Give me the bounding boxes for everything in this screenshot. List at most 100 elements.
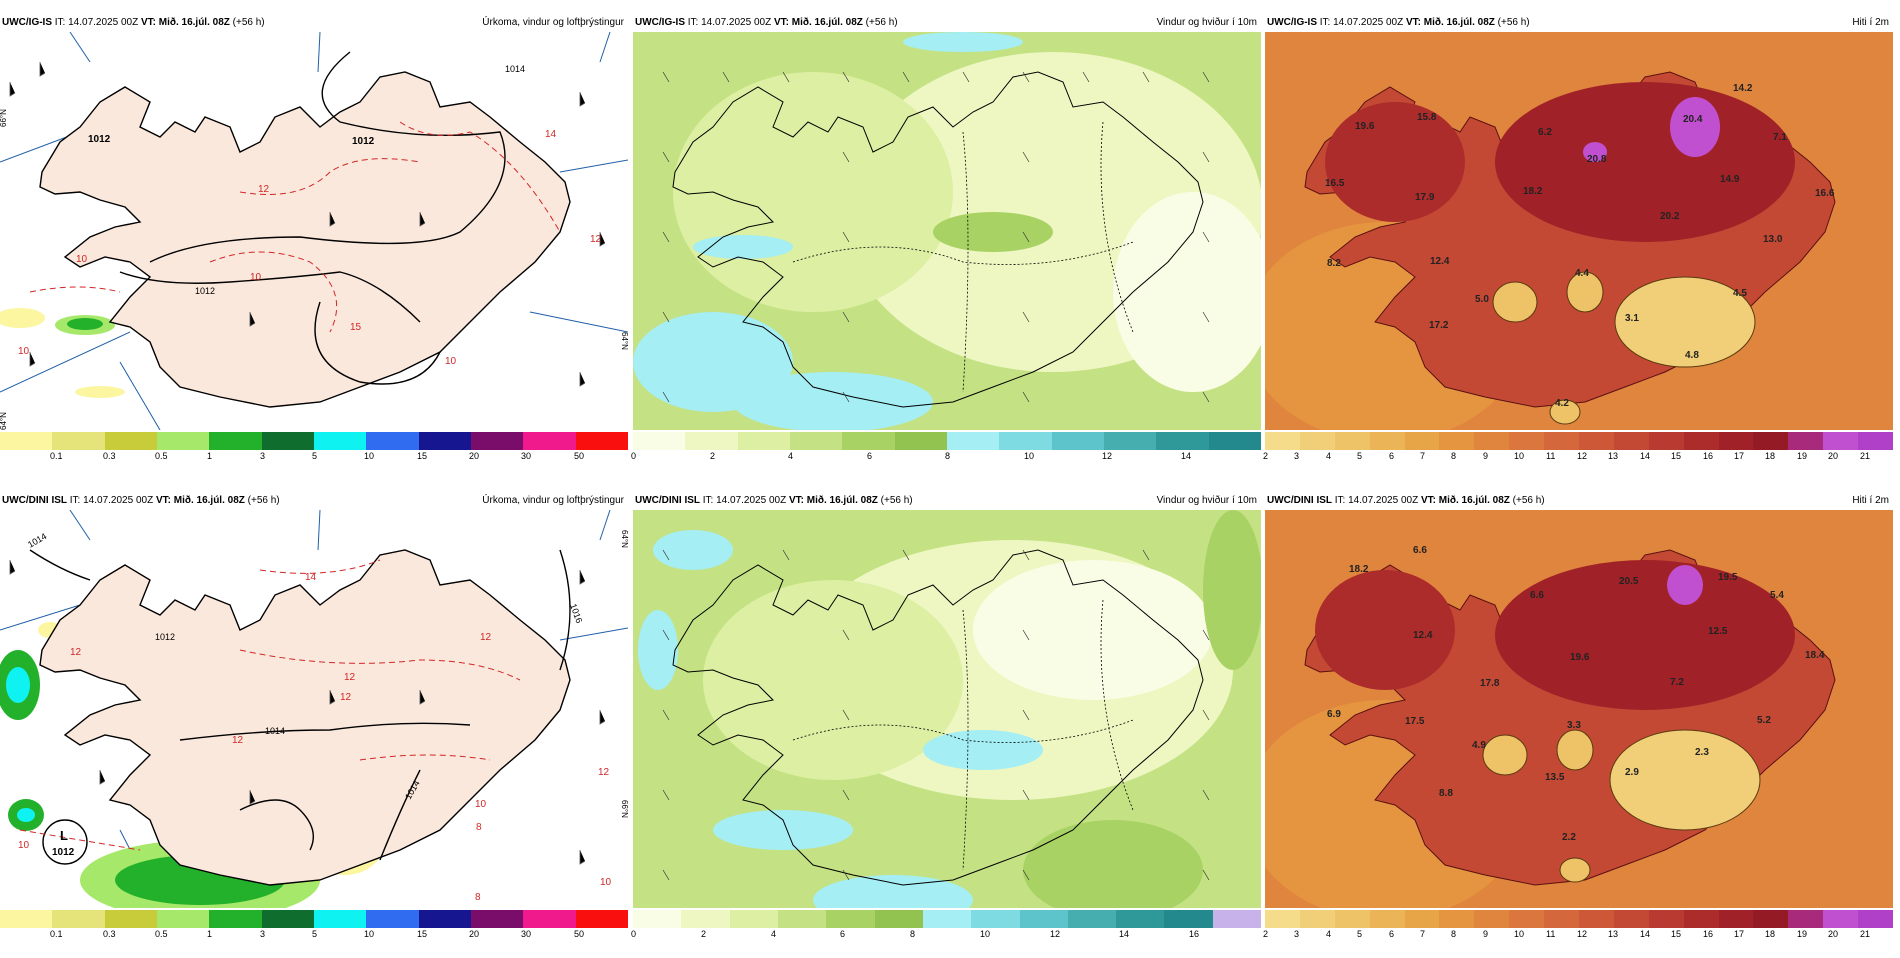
colorbar-tick-label: 2 (1263, 451, 1269, 461)
colorbar-swatch (1858, 432, 1894, 450)
colorbar-tick-label: 14 (1119, 929, 1130, 939)
colorbar-swatch (366, 432, 419, 450)
temp-value-label: 18.4 (1805, 650, 1825, 661)
colorbar-tick-label: 6 (840, 929, 846, 939)
colorbar-tick-label: 8 (910, 929, 916, 939)
colorbar-tick-label: 15 (1671, 451, 1682, 461)
it-label: IT: (69, 495, 81, 506)
colorbar-swatch (999, 432, 1052, 450)
colorbar-tick-label: 21 (1860, 929, 1871, 939)
colorbar-swatch (52, 432, 105, 450)
init-time: 14.07.2025 00Z (701, 17, 772, 28)
colorbar-tick-label: 6 (867, 451, 873, 461)
isobar-label: 1014 (265, 726, 285, 736)
colorbar-swatch (922, 910, 972, 928)
colorbar-tick-label: 12 (1577, 929, 1588, 939)
precip-map: 1014 1016 1014 1014 1012 L 1012 14 12 12… (0, 510, 628, 908)
colorbar-swatch (1718, 432, 1754, 450)
latitude-label: 64°N (620, 332, 628, 350)
colorbar-swatch (1788, 910, 1824, 928)
colorbar-swatch (1164, 910, 1213, 928)
temp-contour-label: 12 (70, 647, 82, 658)
temp-contour-label: 14 (305, 572, 317, 583)
temperature-map: 19.6 15.8 14.2 20.4 7.1 6.2 16.5 17.9 18… (1265, 32, 1893, 430)
temp-contour-label: 12 (344, 672, 356, 683)
colorbar-swatch (1116, 910, 1165, 928)
colorbar-tick-label: 17 (1734, 451, 1745, 461)
colorbar-swatch (1439, 910, 1475, 928)
temp-contour-label: 12 (590, 234, 602, 245)
wind-speed-areas (633, 32, 1261, 430)
panel-temp-dini: UWC/DINI ISL IT: 14.07.2025 00Z VT: Mið.… (1263, 492, 1894, 952)
colorbar-tick-label: 0.1 (50, 929, 63, 939)
colorbar-swatch (575, 910, 628, 928)
temp-value-label: 14.9 (1720, 174, 1740, 185)
panel-precip-dini: UWC/DINI ISL IT: 14.07.2025 00Z VT: Mið.… (0, 492, 628, 952)
colorbar-swatch (470, 432, 524, 450)
colorbar (1265, 432, 1894, 450)
valid-time: Mið. 16.júl. 08Z (1438, 495, 1510, 506)
map-labels: 1012 1012 1014 1012 12 14 12 10 10 10 10… (0, 64, 628, 430)
temp-value-label: 3.1 (1625, 313, 1639, 324)
colorbar-swatch (156, 910, 210, 928)
temp-value-label: 4.8 (1685, 350, 1699, 361)
colorbar-tick-label: 1 (207, 451, 213, 461)
temp-value-label: 20.4 (1683, 114, 1703, 125)
colorbar-tick-label: 10 (1024, 451, 1035, 461)
colorbar-tick-label: 15 (417, 929, 428, 939)
vt-label: VT: (773, 17, 789, 28)
colorbar-tick-label: 18 (1765, 929, 1776, 939)
colorbar-swatch (1299, 910, 1335, 928)
colorbar-swatch (737, 432, 790, 450)
colorbar-tick-label: 0.3 (103, 929, 116, 939)
colorbar-swatch (261, 910, 314, 928)
panel-title: Vindur og hviður í 10m (1156, 17, 1257, 28)
panel-temp-igis: UWC/IG-IS IT: 14.07.2025 00Z VT: Mið. 16… (1263, 14, 1894, 474)
region-borders (792, 599, 1134, 871)
wind-arrows (662, 71, 1210, 403)
colorbar-tick-label: 8 (1451, 451, 1457, 461)
temp-value-label: 18.2 (1523, 186, 1543, 197)
colorbar-tick-label: 13 (1608, 451, 1619, 461)
colorbar-tick-label: 2 (710, 451, 716, 461)
panel-title: Hiti í 2m (1852, 495, 1889, 506)
colorbar-tick-label: 16 (1189, 929, 1200, 939)
colorbar-swatch (1823, 432, 1859, 450)
panel-header: UWC/DINI ISL IT: 14.07.2025 00Z VT: Mið.… (0, 492, 628, 510)
colorbar-tick-label: 4 (788, 451, 794, 461)
temp-value-label: 6.6 (1530, 590, 1544, 601)
isobar-label: 1012 (195, 286, 215, 296)
panel-header: UWC/DINI ISL IT: 14.07.2025 00Z VT: Mið.… (633, 492, 1261, 510)
colorbar-swatch (313, 432, 367, 450)
colorbar-swatch (1474, 432, 1510, 450)
colorbar-ticks: 0 2 4 6 8 10 12 14 16 (631, 929, 1261, 943)
colorbar-tick-label: 10 (364, 929, 375, 939)
colorbar-tick-label: 20 (469, 451, 480, 461)
valid-time: Mið. 16.júl. 08Z (806, 495, 878, 506)
colorbar-swatch (946, 432, 1000, 450)
temp-value-label: 18.2 (1349, 564, 1369, 575)
colorbar-tick-label: 2 (701, 929, 707, 939)
latitude-label: 64°N (620, 530, 628, 548)
model-name: UWC/IG-IS (1267, 17, 1317, 28)
temperature-contours (29, 121, 561, 333)
colorbar-swatch (685, 432, 738, 450)
colorbar-swatch (1648, 432, 1684, 450)
temp-contour-label: 10 (600, 877, 612, 888)
colorbar-swatch (313, 910, 367, 928)
colorbar-tick-label: 4 (1326, 929, 1332, 939)
colorbar-tick-label: 30 (521, 451, 532, 461)
iceland-outline (39, 71, 571, 408)
temp-contour-label: 10 (445, 356, 457, 367)
temp-value-label: 7.1 (1773, 132, 1787, 143)
colorbar-tick-label: 10 (364, 451, 375, 461)
colorbar-tick-label: 20 (1828, 451, 1839, 461)
lead-time: (+56 h) (1512, 495, 1545, 506)
init-time: 14.07.2025 00Z (83, 495, 154, 506)
colorbar-tick-label: 5 (1357, 929, 1363, 939)
colorbar-swatch (1753, 432, 1789, 450)
colorbar-swatch (1334, 432, 1370, 450)
temp-value-label: 17.9 (1415, 192, 1435, 203)
colorbar-tick-label: 0.5 (155, 451, 168, 461)
wind-arrows (662, 549, 1210, 881)
